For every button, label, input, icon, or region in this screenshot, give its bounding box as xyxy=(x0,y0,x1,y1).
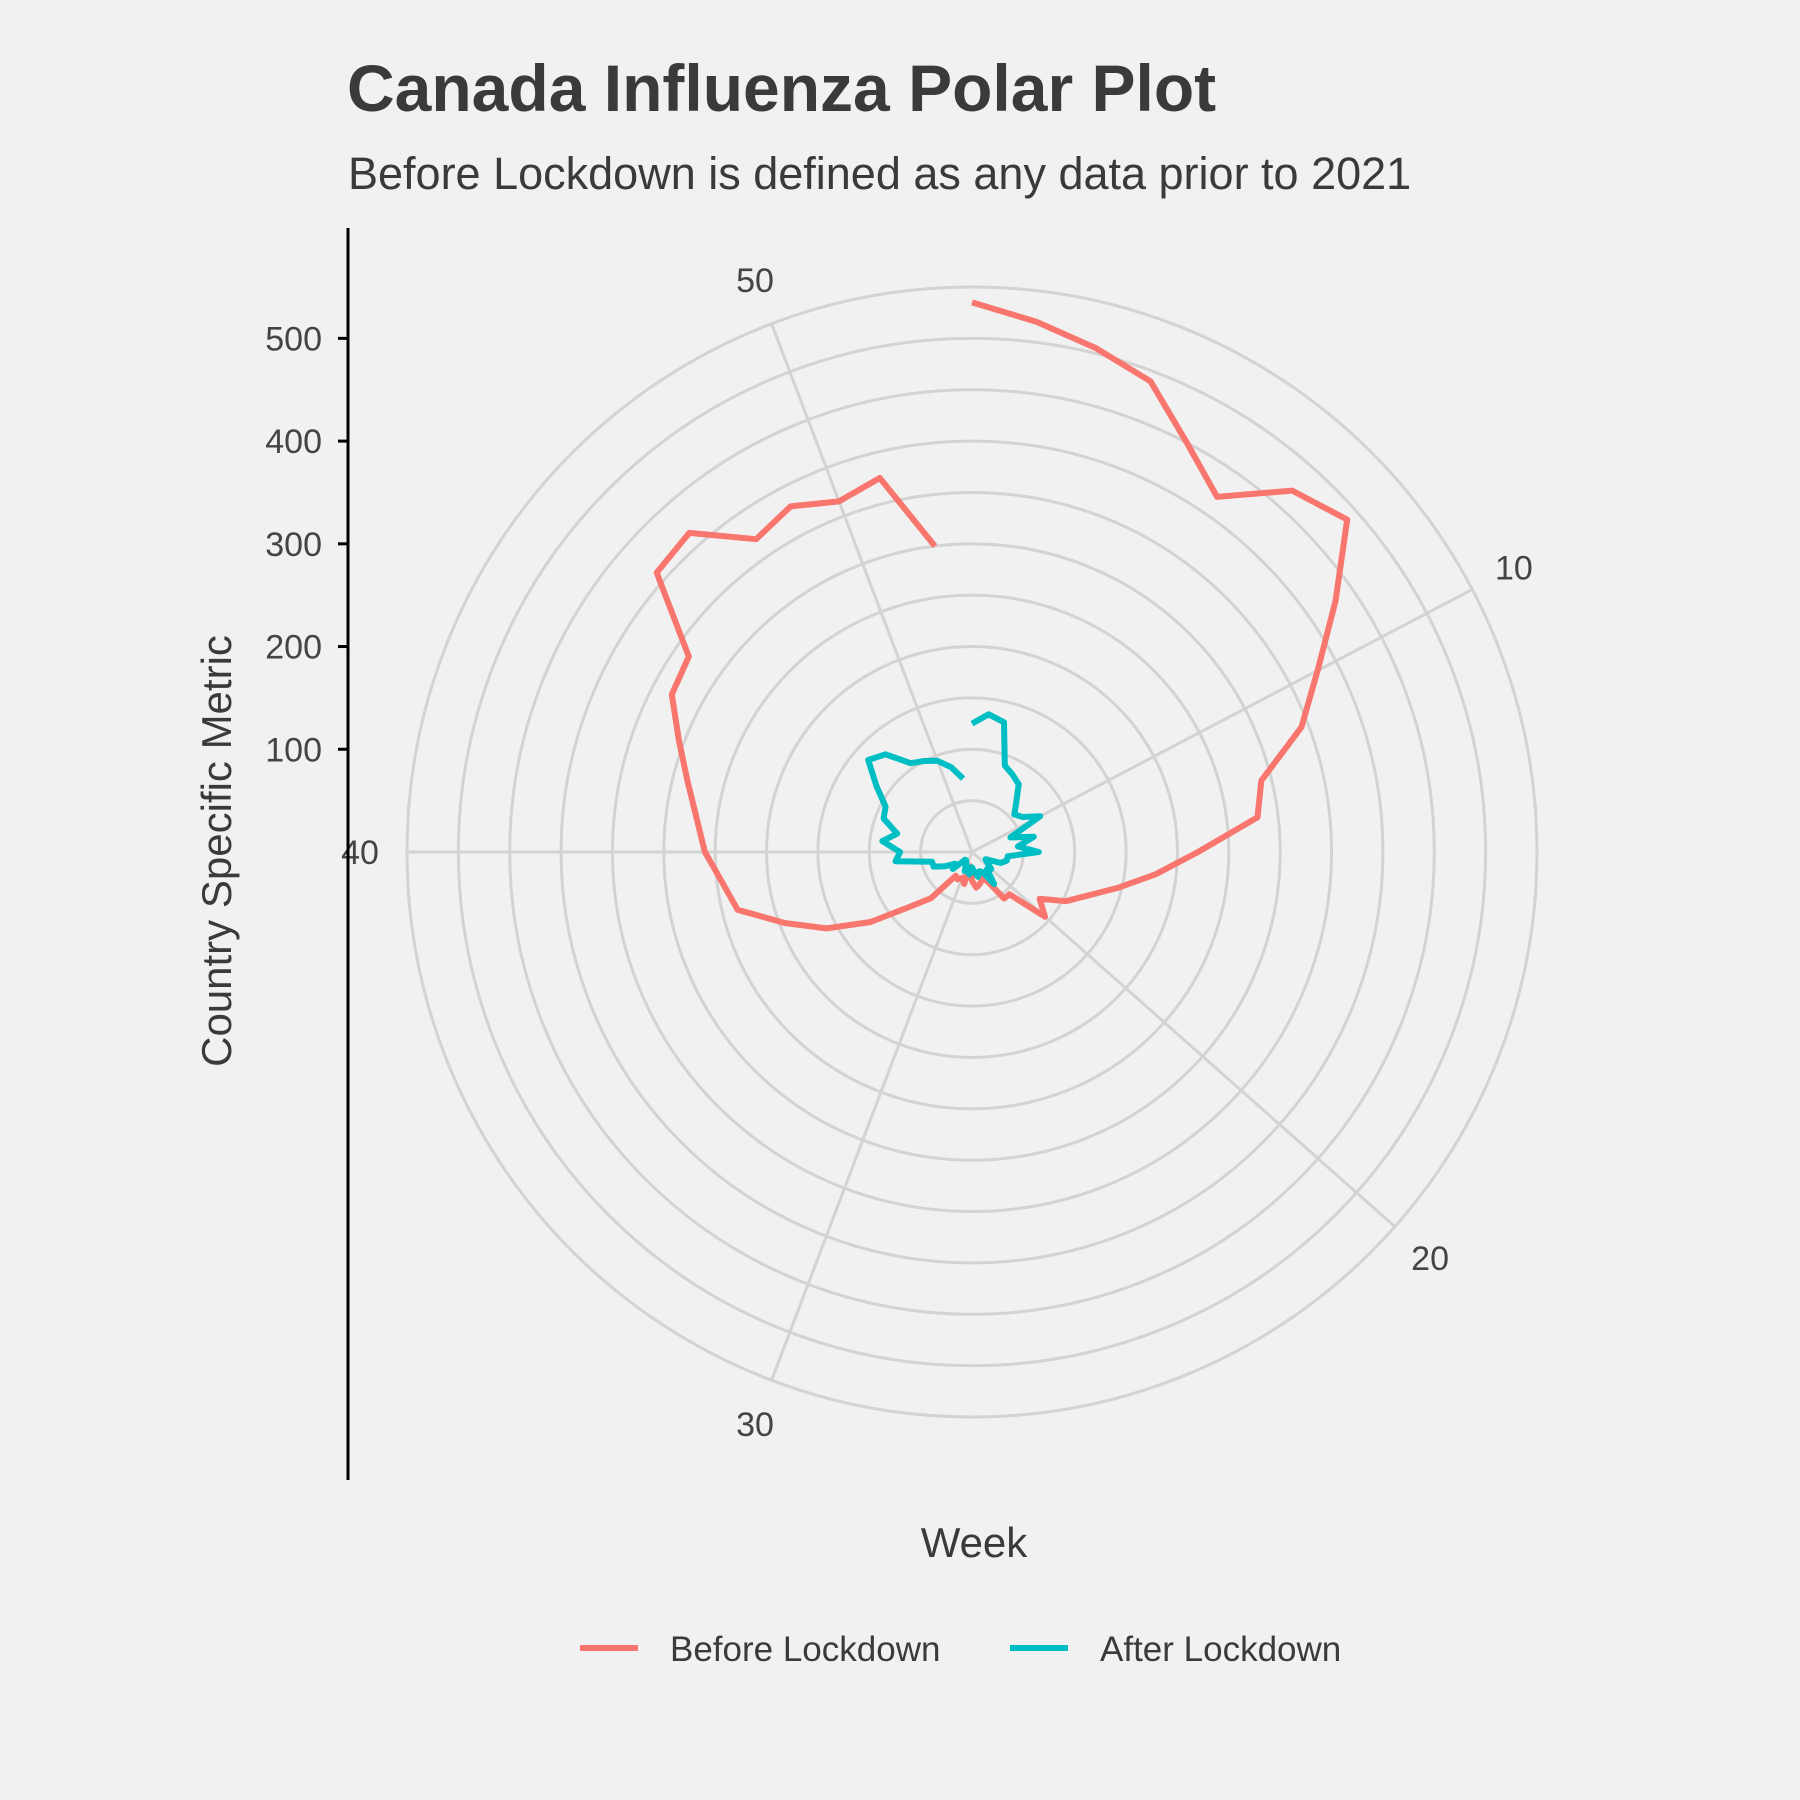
grid-layer xyxy=(405,285,1539,1419)
legend-label-before-lockdown: Before Lockdown xyxy=(670,1630,940,1669)
y-axis-ticks: 100 200 300 400 500 xyxy=(265,320,348,769)
x-tick-label: 10 xyxy=(1495,550,1533,588)
legend-label-after-lockdown: After Lockdown xyxy=(1100,1630,1341,1669)
x-axis-title: Week xyxy=(921,1519,1029,1566)
grid-spoke xyxy=(971,588,1473,854)
y-tick-label: 200 xyxy=(265,629,322,667)
y-tick-label: 300 xyxy=(265,526,322,564)
series-line-after-lockdown xyxy=(865,711,1044,888)
grid-spoke xyxy=(770,851,974,1381)
y-axis-title: Country Specific Metric xyxy=(193,635,240,1067)
y-tick-label: 100 xyxy=(265,731,322,769)
chart-subtitle: Before Lockdown is defined as any data p… xyxy=(348,148,1412,199)
series-layer xyxy=(653,299,1351,932)
legend: Before Lockdown After Lockdown xyxy=(580,1630,1341,1669)
y-tick-label: 500 xyxy=(265,320,322,358)
x-tick-label: 20 xyxy=(1411,1240,1449,1278)
x-tick-label: 30 xyxy=(736,1406,774,1444)
x-tick-label: 50 xyxy=(736,262,774,300)
chart-title: Canada Influenza Polar Plot xyxy=(347,51,1217,125)
y-tick-label: 400 xyxy=(265,423,322,461)
series-line-before-lockdown xyxy=(653,299,1351,932)
